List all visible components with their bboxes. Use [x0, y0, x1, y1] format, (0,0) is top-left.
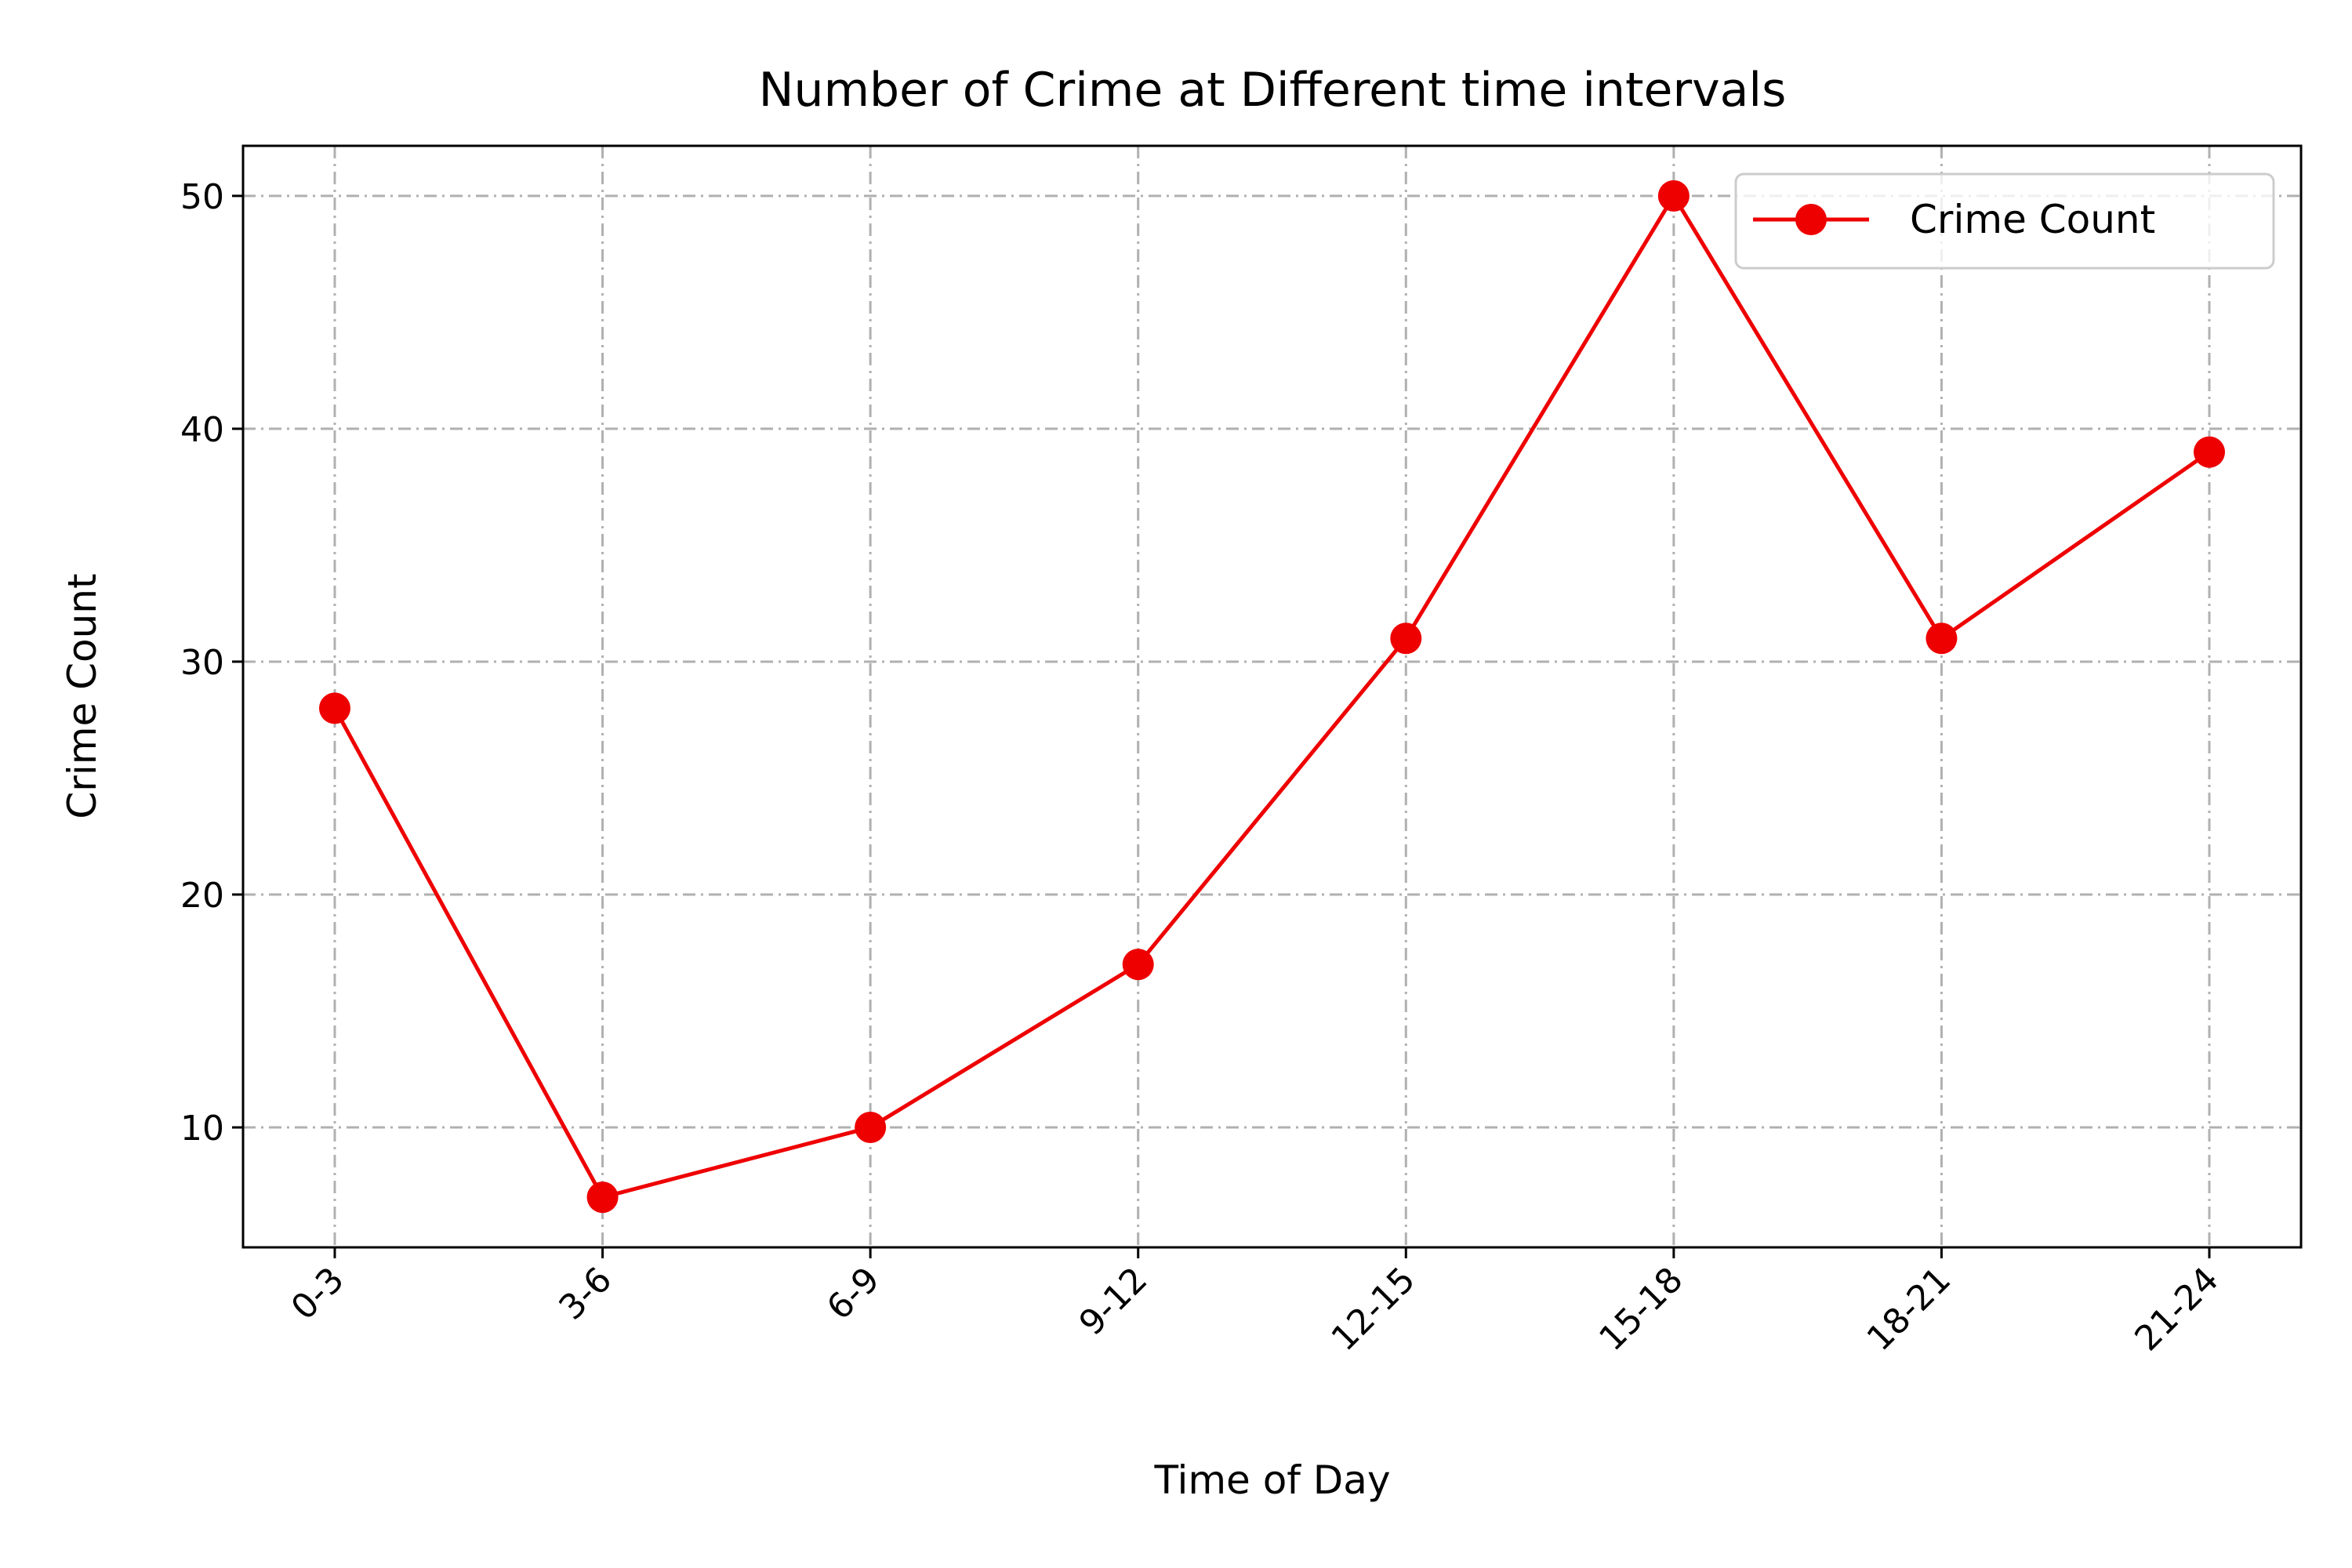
y-tick-label: 30 [180, 643, 224, 683]
y-axis-title: Crime Count [60, 573, 105, 818]
data-point [1390, 622, 1422, 655]
chart-title: Number of Crime at Different time interv… [759, 63, 1787, 118]
data-point [2194, 436, 2225, 468]
grid-layer [243, 146, 2301, 1247]
y-tick-label: 20 [180, 876, 224, 916]
plot-area-frame [241, 144, 2303, 1249]
series-layer [319, 180, 2225, 1214]
legend-box [1734, 172, 2275, 270]
data-point [1122, 949, 1154, 981]
legend: Crime Count [1734, 172, 2275, 270]
data-point [319, 692, 350, 724]
legend-marker-sample [1795, 204, 1827, 235]
y-tick-label: 50 [180, 177, 224, 217]
data-point [1657, 180, 1690, 212]
data-point [1926, 622, 1958, 655]
y-tick-label: 40 [180, 410, 224, 450]
x-axis-title: Time of Day [1153, 1457, 1390, 1503]
legend-label: Crime Count [1910, 197, 2155, 242]
data-point [855, 1112, 887, 1144]
y-axis-ticks: 10 20 30 40 50 [180, 177, 243, 1149]
series-line [332, 194, 2211, 1200]
data-point [586, 1181, 619, 1214]
y-tick-label: 10 [180, 1109, 224, 1149]
